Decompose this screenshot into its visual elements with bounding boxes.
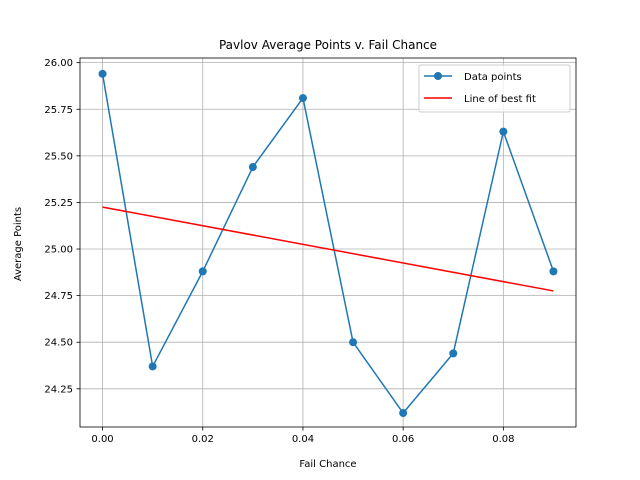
legend-label-data-points: Data points (464, 72, 522, 83)
y-tick-label: 24.75 (44, 291, 73, 302)
data-point (399, 409, 408, 418)
y-tick-label: 25.25 (44, 198, 73, 209)
data-point (499, 127, 508, 136)
y-tick-label: 25.50 (44, 151, 73, 162)
data-point (449, 349, 458, 358)
data-points-line (101, 73, 555, 414)
legend-box (418, 64, 571, 113)
x-tick-label: 0.02 (192, 434, 214, 445)
y-tick-label: 24.25 (44, 384, 73, 395)
legend: Data points Line of best fit (418, 64, 571, 113)
data-point (248, 163, 257, 172)
y-tick-label: 24.50 (44, 338, 73, 349)
chart-title: Pavlov Average Points v. Fail Chance (219, 38, 437, 52)
y-tick-label: 26.00 (44, 58, 73, 69)
data-point (198, 267, 207, 276)
axis-ticks: 0.00 0.02 0.04 0.06 0.08 24.25 24.50 24.75 25.00… (44, 58, 514, 445)
x-tick-label: 0.08 (492, 434, 514, 445)
data-point (98, 69, 107, 78)
data-point (349, 338, 358, 347)
legend-data-points-marker (434, 72, 442, 80)
data-point (298, 94, 307, 103)
x-tick-label: 0.00 (91, 434, 113, 445)
x-axis-label: Fail Chance (299, 459, 356, 470)
y-tick-label: 25.00 (44, 245, 73, 256)
best-fit-line (102, 206, 554, 292)
data-point (148, 362, 157, 371)
grid-lines (80, 58, 576, 427)
legend-label-best-fit: Line of best fit (464, 94, 536, 105)
y-tick-label: 25.75 (44, 105, 73, 116)
series-layer (98, 69, 558, 418)
x-tick-label: 0.04 (292, 434, 314, 445)
data-point (549, 267, 558, 276)
plot-frame (79, 57, 577, 428)
x-tick-label: 0.06 (392, 434, 414, 445)
y-axis-label: Average Points (13, 207, 24, 281)
